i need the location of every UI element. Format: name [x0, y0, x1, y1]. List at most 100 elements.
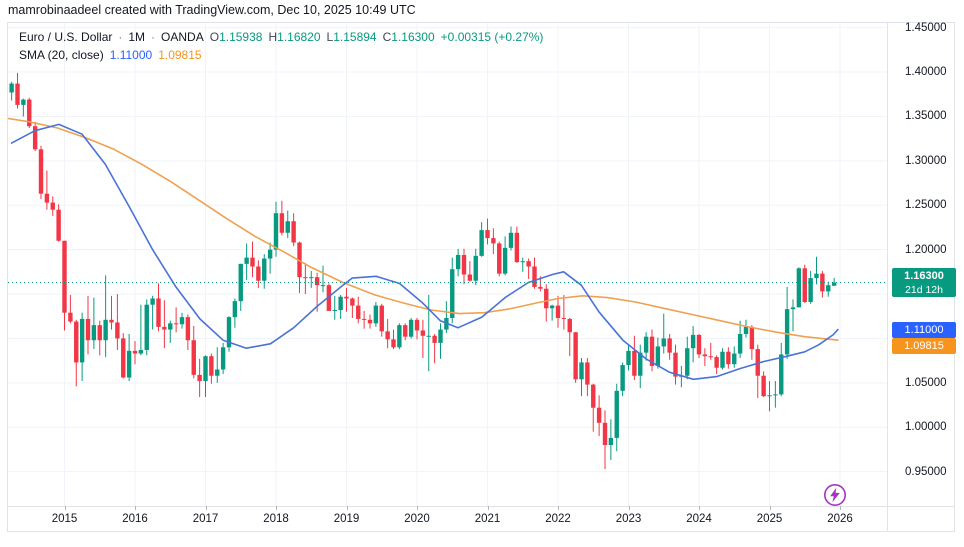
price-axis-label: 1.00000	[905, 421, 947, 434]
time-axis-tick	[417, 506, 418, 510]
candle-body	[56, 209, 61, 241]
candle-body	[638, 352, 643, 376]
candle-body	[209, 356, 214, 376]
price-axis-label: 1.25000	[905, 199, 947, 212]
candle-body	[391, 339, 396, 348]
candle-body	[285, 221, 290, 233]
candle-body	[602, 422, 608, 446]
candle-body	[74, 321, 79, 363]
symbol-title: Euro / U.S. Dollar	[19, 30, 113, 44]
candle-body	[549, 305, 555, 309]
candle-body	[567, 318, 572, 333]
candle-body	[379, 305, 384, 332]
candle-body	[591, 384, 596, 408]
candle-body	[632, 350, 637, 376]
candle-body	[373, 305, 379, 324]
candle-body	[732, 353, 737, 365]
candle-body	[544, 288, 549, 309]
snapshot-credit-text: mamrobinaadeel created with TradingView.…	[8, 3, 416, 17]
candle-body	[121, 338, 126, 378]
candle-body	[344, 296, 349, 299]
candle-body	[215, 369, 220, 376]
time-axis-label: 2022	[545, 513, 571, 525]
candle-body	[485, 230, 490, 239]
high-value: H1.16820	[268, 30, 321, 44]
candle-body	[220, 347, 226, 370]
low-value: L1.15894	[326, 30, 377, 44]
time-axis-tick	[346, 506, 348, 510]
candle-body	[790, 307, 796, 310]
price-axis-label: 1.05000	[905, 376, 947, 389]
candle-body	[191, 340, 196, 375]
candle-body	[85, 318, 91, 341]
time-axis-label: 2024	[686, 513, 712, 525]
candle-body	[661, 338, 666, 347]
candle-body	[62, 240, 67, 313]
candle-body	[320, 285, 326, 287]
candle-body	[162, 326, 167, 330]
candle-body	[103, 319, 108, 341]
candle-body	[796, 268, 802, 308]
candle-body	[714, 357, 719, 368]
candle-body	[203, 356, 208, 382]
sma-fast-line	[10, 123, 839, 381]
candle-body	[397, 325, 402, 348]
candle-body	[115, 322, 120, 339]
lightning-bolt-glyph	[830, 487, 840, 503]
interval-label: 1M	[128, 30, 146, 44]
price-axis-label: 0.95000	[905, 465, 947, 478]
candle-body	[432, 335, 437, 343]
price-axis-label: 1.35000	[905, 110, 947, 123]
legend-indicator-row[interactable]: SMA (20, close) 1.11000 1.09815	[19, 46, 543, 64]
candle-body	[538, 286, 543, 289]
candle-body	[426, 335, 431, 337]
candle-body	[15, 83, 20, 105]
candle-body	[779, 354, 784, 395]
candle-body	[702, 354, 708, 357]
candle-body	[385, 331, 390, 340]
candle-body	[408, 319, 414, 337]
sma-slow-line	[8, 117, 839, 342]
time-axis-label: 2018	[263, 513, 289, 525]
candle-body	[696, 334, 702, 355]
time-axis-label: 2016	[122, 513, 148, 525]
candle-body	[250, 257, 255, 267]
time-axis-label: 2020	[404, 513, 430, 525]
time-axis-tick	[135, 506, 136, 510]
candle-body	[403, 325, 408, 337]
candle-body	[826, 285, 831, 292]
candle-body	[132, 350, 138, 354]
time-axis-tick	[276, 506, 277, 510]
time-axis-label: 2026	[827, 513, 853, 525]
candle-body	[185, 317, 191, 341]
candle-body	[273, 213, 279, 250]
candle-body	[532, 266, 537, 287]
candle-body	[655, 346, 661, 366]
time-axis-label: 2025	[756, 513, 783, 525]
last-price-badge: 1.16300 21d 12h	[892, 268, 956, 297]
candle-body	[508, 232, 514, 248]
candle-body	[502, 247, 508, 274]
candle-body	[649, 336, 655, 366]
indicator-name: SMA (20, close)	[19, 48, 104, 62]
candlestick-plot[interactable]	[8, 23, 887, 506]
candle-body	[473, 255, 478, 281]
exchange-label: OANDA	[161, 30, 204, 44]
candle-body	[262, 258, 267, 281]
candle-body	[585, 362, 590, 385]
last-price-value: 1.16300	[904, 270, 944, 282]
candle-body	[138, 349, 144, 354]
legend-symbol-row[interactable]: Euro / U.S. Dollar · 1M · OANDA O1.15938…	[19, 28, 543, 46]
candle-body	[9, 83, 14, 93]
time-axis-tick	[769, 506, 771, 510]
candle-body	[596, 407, 602, 423]
indicator-value-blue: 1.11000	[109, 48, 153, 62]
candle-body	[743, 326, 749, 335]
lightning-boost-icon[interactable]	[823, 483, 847, 507]
candle-body	[561, 318, 567, 320]
legend-separator-2: ·	[151, 30, 156, 44]
candle-body	[773, 394, 778, 396]
candle-body	[690, 334, 696, 349]
candle-body	[814, 273, 819, 279]
